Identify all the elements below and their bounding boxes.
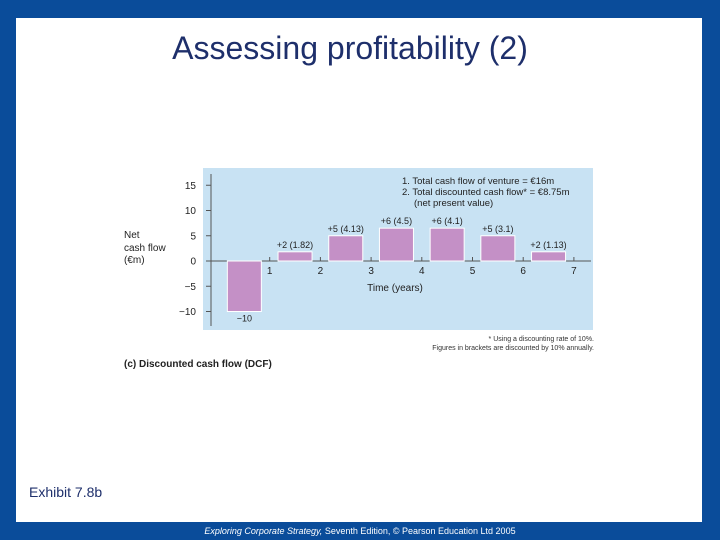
bar-data-label: +6 (4.1) [432,216,463,226]
bar-data-label: −10 [237,314,252,324]
bar [531,251,567,262]
bar [378,227,414,262]
bar [328,235,364,262]
x-tick-label: 6 [520,266,526,277]
footer-book-title: Exploring Corporate Strategy, [204,526,323,536]
legend-line3: (net present value) [414,198,493,209]
bar-data-label: +5 (4.13) [328,224,364,234]
legend-line2: 2. Total discounted cash flow* = €8.75m [402,187,570,198]
bar-data-label: +5 (3.1) [482,224,513,234]
x-tick-label: 5 [470,266,476,277]
y-axis-label-line1: Net [124,230,140,241]
y-axis-label: Net cash flow (€m) [124,230,166,268]
figure-caption: (c) Discounted cash flow (DCF) [124,359,272,370]
footnote-line1: * Using a discounting rate of 10%. [488,336,594,343]
y-axis-label-line3: (€m) [124,255,145,266]
bar-data-label: +6 (4.5) [381,216,412,226]
bar [226,260,262,312]
y-tick-label: 5 [190,231,196,242]
x-tick-label: 7 [571,266,577,277]
y-axis-label-line2: cash flow [124,242,166,254]
bar-data-label: +2 (1.82) [277,240,313,250]
y-tick-label: 15 [185,181,197,192]
y-tick-label: −10 [179,307,196,318]
footnote-line2: Figures in brackets are discounted by 10… [432,345,594,352]
y-tick-label: 0 [190,257,196,268]
x-axis-title: Time (years) [367,283,423,294]
x-tick-label: 4 [419,266,425,277]
bar-data-label: +2 (1.13) [530,240,566,250]
y-tick-label: 10 [185,206,197,217]
bar [480,235,516,262]
footnote: * Using a discounting rate of 10%. Figur… [410,335,594,353]
x-tick-label: 1 [267,266,273,277]
legend-line1: 1. Total cash flow of venture = €16m [402,176,554,187]
bar [277,251,313,262]
footer-edition: Seventh Edition, © Pearson Education Ltd… [322,526,516,536]
x-tick-label: 3 [368,266,374,277]
bar [429,227,465,262]
slide-title: Assessing profitability (2) [172,30,528,66]
x-tick-label: 2 [318,266,324,277]
y-tick-label: −5 [185,282,197,293]
footer: Exploring Corporate Strategy, Seventh Ed… [0,522,720,540]
exhibit-label: Exhibit 7.8b [29,484,103,500]
